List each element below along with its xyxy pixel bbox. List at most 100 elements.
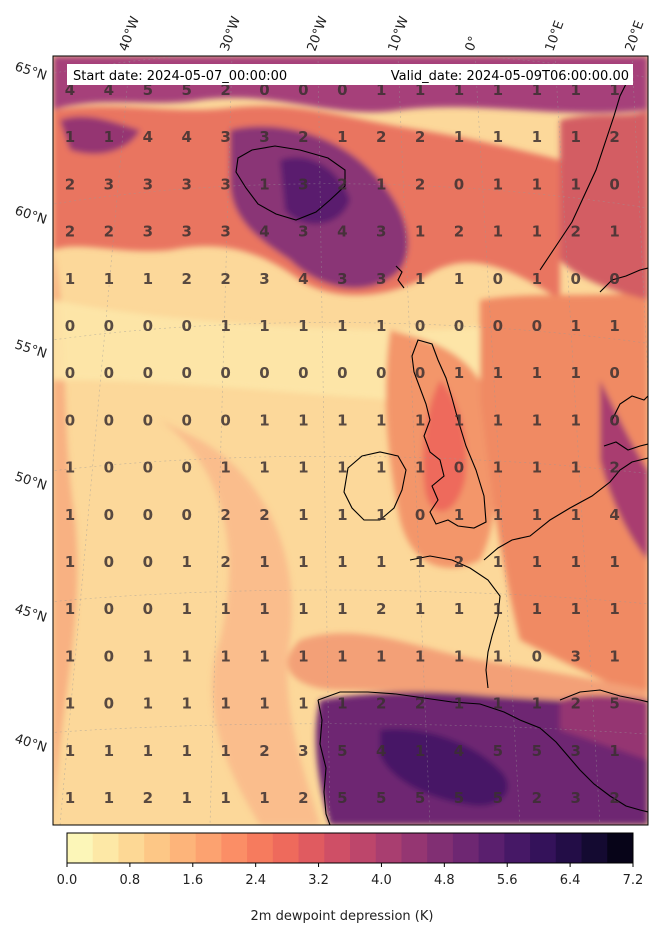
grid-value: 0: [181, 506, 191, 524]
grid-value: 1: [181, 647, 191, 665]
grid-value: 1: [415, 411, 425, 429]
grid-value: 2: [298, 789, 308, 807]
grid-value: 1: [609, 81, 619, 99]
grid-value: 1: [415, 553, 425, 571]
grid-value: 3: [220, 175, 230, 193]
colorbar-tick-label: 0.8: [120, 873, 141, 888]
grid-value: 2: [143, 789, 153, 807]
grid-value: 3: [143, 223, 153, 241]
grid-value: 1: [376, 175, 386, 193]
grid-value: 1: [570, 317, 580, 335]
grid-value: 1: [532, 175, 542, 193]
grid-value: 1: [143, 647, 153, 665]
grid-value: 0: [415, 506, 425, 524]
colorbar-swatch: [607, 833, 634, 863]
grid-value: 5: [376, 789, 386, 807]
colorbar-tick-label: 3.2: [308, 873, 329, 888]
grid-value: 1: [337, 553, 347, 571]
grid-value: 1: [415, 81, 425, 99]
grid-value: 0: [454, 317, 464, 335]
grid-value: 1: [609, 600, 619, 618]
grid-value: 1: [298, 411, 308, 429]
latitude-label: 65°N: [13, 60, 49, 84]
grid-value: 1: [570, 175, 580, 193]
grid-value: 3: [298, 175, 308, 193]
grid-value: 1: [337, 695, 347, 713]
grid-value: 5: [337, 742, 347, 760]
grid-value: 3: [220, 128, 230, 146]
grid-value: 1: [220, 789, 230, 807]
grid-value: 0: [415, 364, 425, 382]
grid-value: 0: [104, 553, 114, 571]
grid-value: 0: [65, 317, 75, 335]
start-date-label: Start date: 2024-05-07_00:00:00: [73, 69, 287, 84]
grid-value: 1: [298, 506, 308, 524]
grid-value: 0: [143, 600, 153, 618]
grid-value: 0: [104, 364, 114, 382]
colorbar-swatches: [67, 833, 634, 863]
longitude-label: 10°W: [386, 14, 412, 53]
grid-value: 0: [337, 81, 347, 99]
grid-value: 2: [104, 223, 114, 241]
grid-value: 0: [609, 411, 619, 429]
grid-value: 4: [376, 742, 386, 760]
grid-value: 1: [415, 459, 425, 477]
grid-value: 1: [493, 128, 503, 146]
grid-value: 5: [493, 789, 503, 807]
grid-value: 1: [298, 459, 308, 477]
grid-value: 3: [337, 270, 347, 288]
colorbar-swatch: [118, 833, 145, 863]
grid-value: 1: [259, 175, 269, 193]
colorbar-ticks: 0.0 0.8 1.6 2.4 3.2 4.0 4.8 5.6 6.4 7.2: [57, 863, 643, 888]
colorbar-swatch: [298, 833, 325, 863]
colorbar-tick-label: 1.6: [182, 873, 203, 888]
grid-value: 1: [376, 459, 386, 477]
grid-value: 5: [181, 81, 191, 99]
colorbar-swatch: [67, 833, 94, 863]
colorbar-tick-label: 5.6: [497, 873, 518, 888]
grid-value: 1: [493, 459, 503, 477]
grid-value: 1: [454, 506, 464, 524]
grid-value: 2: [181, 270, 191, 288]
longitude-label: 20°W: [305, 14, 331, 53]
grid-value: 2: [570, 223, 580, 241]
grid-value: 2: [376, 600, 386, 618]
grid-value: 2: [609, 789, 619, 807]
grid-value: 1: [609, 553, 619, 571]
grid-value: 1: [376, 647, 386, 665]
grid-value: 1: [298, 647, 308, 665]
grid-value: 5: [609, 695, 619, 713]
longitude-label: 20°E: [623, 19, 648, 54]
grid-value: 5: [415, 789, 425, 807]
grid-value: 1: [65, 742, 75, 760]
grid-value: 2: [415, 175, 425, 193]
colorbar-swatch: [247, 833, 274, 863]
longitude-label: 10°E: [543, 19, 568, 54]
grid-value: 1: [493, 81, 503, 99]
grid-value: 0: [298, 364, 308, 382]
colorbar-frame: [66, 832, 634, 864]
grid-value: 3: [259, 128, 269, 146]
grid-value: 0: [220, 364, 230, 382]
grid-value: 0: [609, 364, 619, 382]
grid-value: 3: [570, 789, 580, 807]
grid-value: 2: [376, 128, 386, 146]
colorbar-title: 2m dewpoint depression (K): [251, 909, 434, 924]
grid-value: 0: [104, 506, 114, 524]
grid-value: 1: [532, 459, 542, 477]
colorbar-swatch: [195, 833, 222, 863]
grid-value: 1: [415, 270, 425, 288]
grid-value: 1: [143, 695, 153, 713]
grid-value: 1: [415, 647, 425, 665]
grid-value: 1: [104, 128, 114, 146]
grid-value: 1: [376, 81, 386, 99]
grid-value: 1: [104, 789, 114, 807]
grid-value: 1: [259, 317, 269, 335]
grid-value: 1: [493, 553, 503, 571]
grid-value: 1: [65, 270, 75, 288]
grid-value: 0: [259, 364, 269, 382]
grid-value: 0: [181, 364, 191, 382]
grid-value: 1: [454, 695, 464, 713]
grid-value: 1: [570, 128, 580, 146]
colorbar-tick-label: 6.4: [560, 873, 581, 888]
